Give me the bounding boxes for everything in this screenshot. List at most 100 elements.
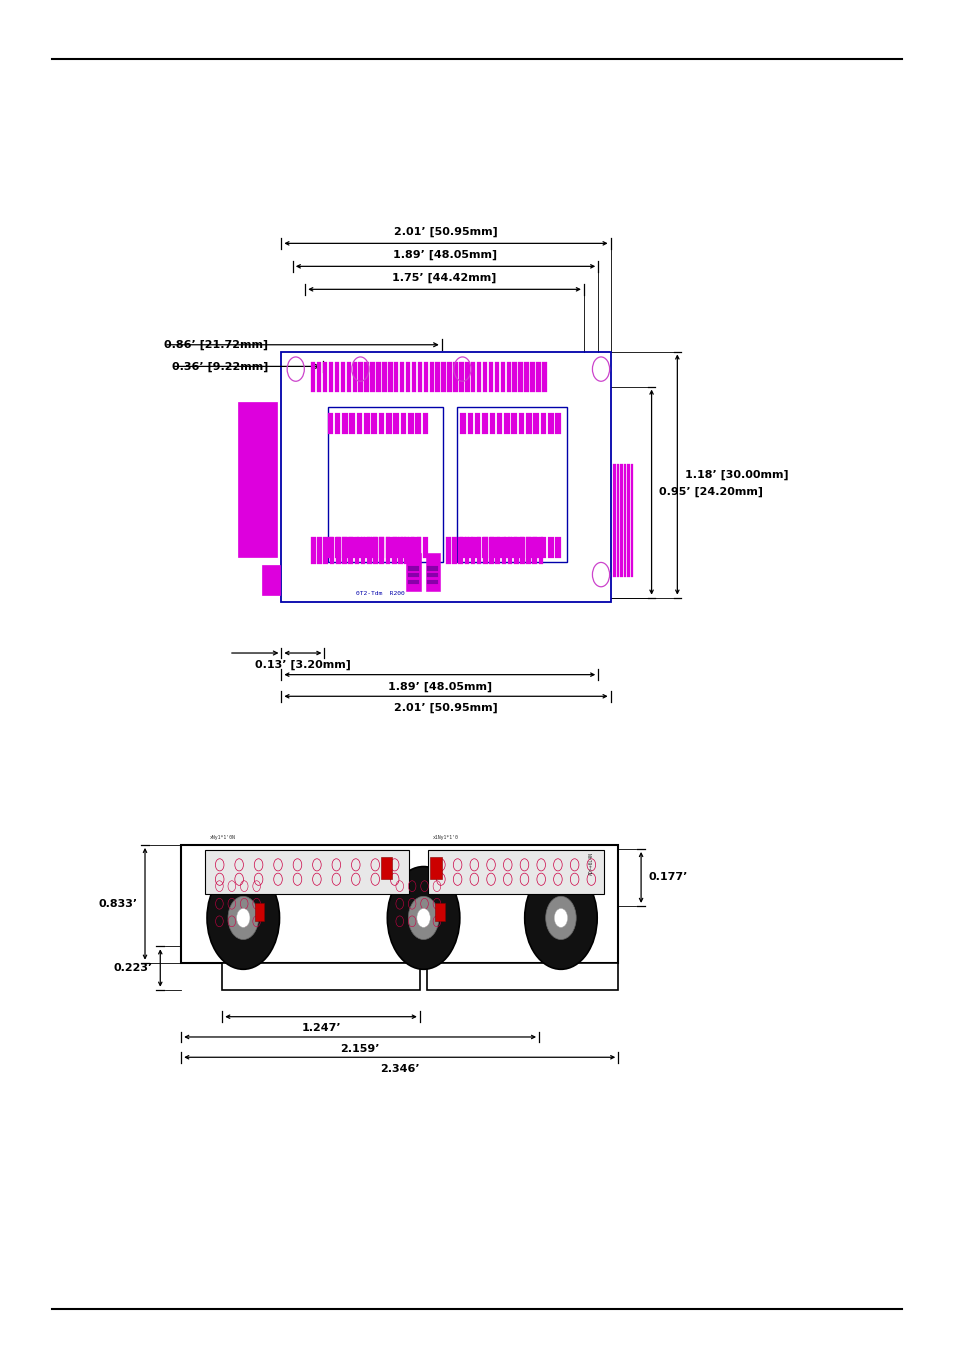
Bar — [512, 362, 517, 392]
Bar — [408, 414, 414, 434]
Bar — [459, 414, 465, 434]
Bar — [471, 362, 475, 392]
Bar — [427, 566, 437, 571]
Bar — [399, 362, 404, 392]
Bar — [540, 414, 546, 434]
Bar — [323, 537, 328, 564]
Text: 0.223’: 0.223’ — [113, 963, 152, 973]
Bar — [619, 464, 622, 576]
Circle shape — [408, 896, 438, 940]
Bar — [408, 566, 418, 571]
Bar — [364, 362, 369, 392]
Bar — [416, 537, 421, 564]
Bar — [470, 537, 475, 564]
Bar — [415, 537, 420, 557]
Bar — [355, 537, 359, 564]
Bar — [386, 414, 391, 434]
Bar — [322, 362, 327, 392]
Bar — [238, 402, 276, 557]
Bar — [526, 537, 531, 557]
Bar — [623, 464, 626, 576]
Circle shape — [416, 909, 430, 927]
Bar — [348, 537, 353, 564]
Bar — [382, 362, 386, 392]
Bar — [530, 362, 534, 392]
Bar — [410, 537, 415, 564]
Bar — [335, 362, 339, 392]
Bar — [405, 362, 410, 392]
Bar — [335, 537, 340, 557]
Bar — [506, 362, 511, 392]
Bar — [481, 537, 487, 557]
Bar — [427, 963, 618, 990]
Bar — [482, 537, 487, 564]
Bar — [518, 537, 524, 557]
Bar — [627, 464, 629, 576]
Bar — [475, 537, 480, 557]
Bar — [400, 537, 406, 557]
Bar — [412, 362, 416, 392]
Bar — [507, 537, 512, 564]
Bar — [335, 414, 340, 434]
Bar — [548, 414, 553, 434]
Text: 2.346’: 2.346’ — [379, 1064, 419, 1073]
Bar — [630, 464, 633, 576]
Bar — [371, 537, 376, 557]
Bar — [385, 537, 390, 564]
Bar — [500, 362, 504, 392]
Bar — [392, 537, 396, 564]
Bar — [356, 537, 362, 557]
Bar — [397, 537, 402, 564]
Bar — [441, 362, 445, 392]
Bar — [349, 414, 355, 434]
Bar — [367, 537, 372, 564]
Bar — [380, 857, 392, 879]
Bar — [533, 414, 538, 434]
Bar — [613, 464, 616, 576]
Bar — [536, 362, 540, 392]
Bar — [511, 414, 517, 434]
Bar — [375, 362, 380, 392]
Bar — [393, 537, 398, 557]
Text: x1Ny1*1'0: x1Ny1*1'0 — [433, 834, 458, 840]
Text: 0.13’ [3.20mm]: 0.13’ [3.20mm] — [254, 660, 351, 671]
Bar — [475, 414, 480, 434]
Bar — [445, 537, 450, 564]
Text: 0.177’: 0.177’ — [648, 872, 687, 883]
Bar — [482, 362, 487, 392]
Bar — [342, 414, 347, 434]
Bar — [541, 362, 546, 392]
Bar — [181, 845, 618, 963]
Bar — [467, 414, 473, 434]
Bar — [371, 414, 376, 434]
Bar — [526, 537, 530, 564]
Bar — [327, 537, 333, 557]
Bar — [335, 537, 340, 564]
Bar — [452, 537, 456, 564]
Text: 1.89’ [48.05mm]: 1.89’ [48.05mm] — [393, 249, 497, 260]
Bar — [467, 537, 473, 557]
Bar — [456, 407, 567, 561]
Bar — [555, 414, 560, 434]
Bar — [316, 362, 321, 392]
Bar — [514, 537, 518, 564]
Bar — [425, 553, 439, 591]
Bar — [435, 903, 444, 921]
Bar — [488, 362, 493, 392]
Text: 2.159’: 2.159’ — [340, 1044, 379, 1053]
Bar — [281, 352, 610, 602]
Bar — [378, 414, 384, 434]
Bar — [503, 537, 509, 557]
Text: 0.95’ [24.20mm]: 0.95’ [24.20mm] — [659, 487, 762, 498]
Bar — [427, 580, 437, 584]
Bar — [400, 414, 406, 434]
Bar — [503, 414, 509, 434]
Bar — [378, 537, 384, 557]
Bar — [476, 362, 481, 392]
Text: 1.89’ [48.05mm]: 1.89’ [48.05mm] — [387, 681, 492, 692]
Bar — [262, 565, 279, 595]
Circle shape — [554, 909, 567, 927]
Bar — [406, 553, 420, 591]
Bar — [495, 362, 498, 392]
Bar — [497, 414, 502, 434]
